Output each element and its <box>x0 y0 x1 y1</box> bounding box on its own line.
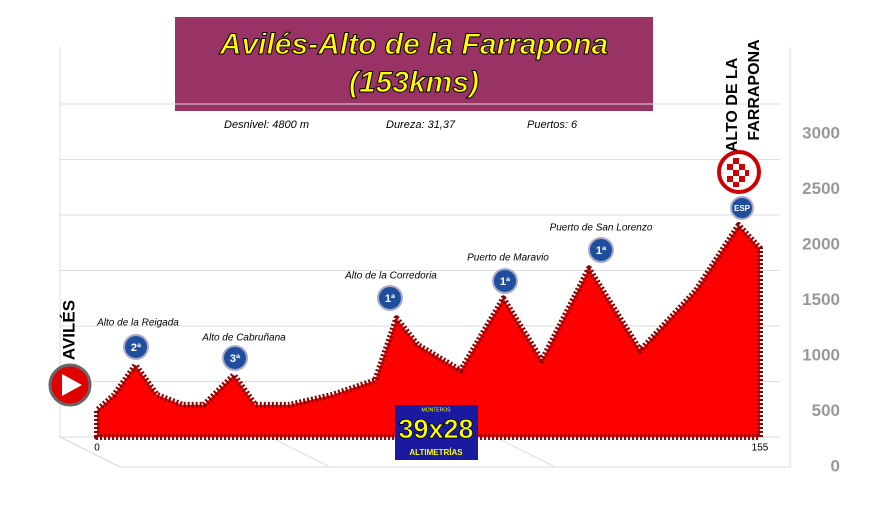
climb-label: Puerto de San Lorenzo <box>550 223 653 234</box>
climb-badge-circle <box>123 334 149 360</box>
climb-badge-circle <box>588 237 614 263</box>
climb-badge: 1ª <box>500 276 511 288</box>
climb-badge-circle <box>222 345 248 371</box>
climb-badge: 2ª <box>131 342 142 354</box>
y-tick-label: 0 <box>831 456 840 475</box>
stat: Puertos: 6 <box>527 119 578 131</box>
chart-subtitle: (153kms) <box>349 66 479 99</box>
y-tick-label: 1000 <box>802 345 840 364</box>
y-tick-label: 500 <box>812 401 840 420</box>
floor-line <box>494 436 556 468</box>
start-arrow <box>62 374 82 396</box>
climb-badge-circle <box>492 268 518 294</box>
start-label: AVILÉS <box>59 300 78 360</box>
floor-line <box>269 436 331 468</box>
climb-label: Alto de la Reigada <box>96 318 179 329</box>
title-box <box>175 17 653 111</box>
climb-label: Alto de la Corredoria <box>344 271 437 282</box>
climb-badge: 3ª <box>230 353 241 365</box>
logo-top: MONTEROS <box>422 407 452 413</box>
logo-main: 39x28 <box>398 414 473 444</box>
x-tick-label: 0 <box>94 443 100 454</box>
y-tick-label: 1500 <box>802 290 840 309</box>
climb-badge: 1ª <box>385 293 396 305</box>
finish-badge: ESP <box>734 204 751 213</box>
chart-title: Avilés-Alto de la Farrapona <box>219 28 608 61</box>
x-tick-label: 155 <box>752 443 769 454</box>
y-tick-label: 2500 <box>802 179 840 198</box>
finish-badge-circle <box>730 196 754 220</box>
logo-box <box>395 405 478 460</box>
finish-label: FARRAPONA <box>746 39 763 141</box>
y-tick-label: 2000 <box>802 234 840 253</box>
floor-line <box>59 436 121 468</box>
climb-badge: 1ª <box>596 245 607 257</box>
profile-area <box>94 222 763 440</box>
climb-label: Puerto de Maravio <box>467 253 549 264</box>
climb-label: Alto de Cabruñana <box>201 333 286 344</box>
finish-label: ALTO DE LA <box>724 57 741 152</box>
finish-flag <box>717 150 761 194</box>
stat: Dureza: 31,37 <box>386 119 456 131</box>
plot: 0 500 1000 1500 2000 2500 3000 0 155 <box>59 47 840 475</box>
y-tick-label: 3000 <box>802 123 840 142</box>
climb-badge-circle <box>377 285 403 311</box>
logo-bottom: ALTIMETRÍAS <box>409 448 463 457</box>
stat: Desnivel: 4800 m <box>224 119 309 131</box>
